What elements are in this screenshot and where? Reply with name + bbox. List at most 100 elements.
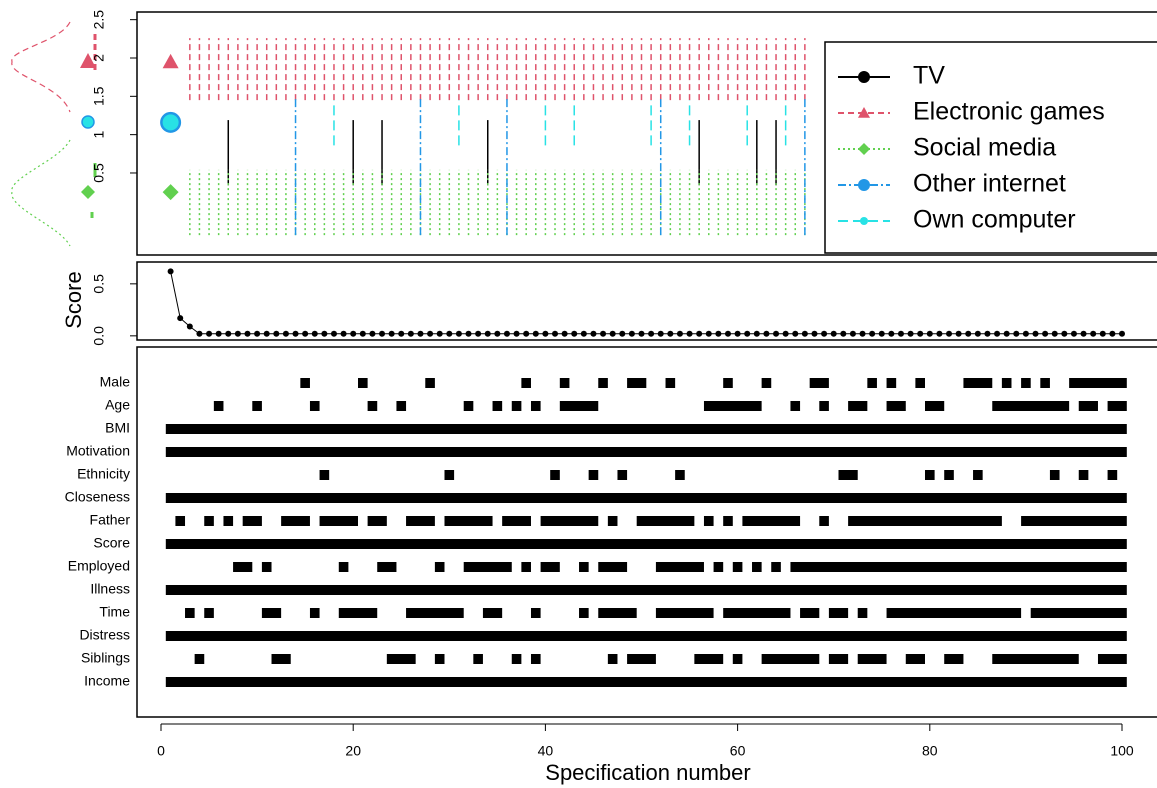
indicator [367,516,387,526]
indicator [848,401,868,411]
density-marker [81,115,95,129]
indicator [665,378,676,388]
y-tick-label: 0.5 [91,163,107,183]
score-point [1042,330,1049,337]
row-label: Income [84,673,130,689]
indicator [886,401,906,411]
score-point [1051,330,1058,337]
indicator [300,378,310,388]
score-point [648,330,655,337]
indicator [530,654,541,664]
indicator [319,516,359,526]
indicator [165,447,1127,457]
indicator [886,378,897,388]
score-point [811,330,818,337]
score-point [388,330,395,337]
indicator [857,654,887,664]
score-point [311,330,318,337]
indicator [1040,378,1050,388]
indicator [588,470,599,480]
indicator [819,401,829,411]
indicator [338,562,349,572]
indicator [559,378,570,388]
score-point [1022,330,1029,337]
indicator [867,378,877,388]
indicator [1049,470,1060,480]
indicator [309,401,320,411]
score-point [590,330,597,337]
x-tick-label: 80 [922,743,938,759]
indicator [627,378,647,388]
legend-marker [858,143,870,155]
score-point [792,330,799,337]
score-point [724,330,731,337]
legend-label: Other internet [913,170,1066,198]
legend-marker [860,217,868,225]
score-point [494,330,501,337]
row-label: Male [100,374,131,390]
indicator [915,378,925,388]
marker [162,114,179,131]
x-tick-label: 60 [730,743,746,759]
legend-label: Social media [913,134,1056,162]
indicator [905,654,925,664]
score-point [744,330,751,337]
row-label: Time [99,604,130,620]
score-point [398,330,405,337]
indicator [992,401,1070,411]
score-point [417,330,424,337]
row-label: Illness [90,581,130,597]
indicator [809,378,829,388]
score-point [513,330,520,337]
indicator [1078,470,1089,480]
x-tick-label: 40 [538,743,554,759]
score-point [965,330,972,337]
indicator [924,470,935,480]
legend-marker [858,179,870,191]
indicator [165,493,1127,503]
indicator [425,378,435,388]
indicator [723,608,791,618]
indicator [1097,654,1127,664]
score-point [369,330,376,337]
score-point [628,330,635,337]
score-point [330,330,337,337]
indicator [752,562,762,572]
indicator [761,654,820,664]
indicator [165,539,1127,549]
score-point [302,330,309,337]
indicator [165,631,1127,641]
indicator [540,516,599,526]
score-point [926,330,933,337]
marker [162,184,179,201]
score-point [196,330,203,337]
score-point [686,330,693,337]
y-tick-label: 0.0 [91,326,107,346]
score-point [936,330,943,337]
indicator [319,470,330,480]
score-point [734,330,741,337]
score-point [177,315,184,322]
indicator [598,562,628,572]
row-label: Score [93,535,130,551]
score-point [801,330,808,337]
indicator [598,608,637,618]
score-point [254,330,261,337]
indicator [655,562,704,572]
score-point [282,330,289,337]
score-point [215,330,222,337]
row-label: Ethnicity [77,466,130,482]
density-curve [11,139,71,247]
score-point [455,330,462,337]
panel-frame [136,11,1157,256]
indicator [406,608,464,618]
score-point [427,330,434,337]
indicator [367,401,378,411]
legend-marker [858,107,870,118]
score-point [1070,330,1077,337]
indicator [444,470,455,480]
row-label: Siblings [81,650,130,666]
indicator [703,516,714,526]
score-point [273,330,280,337]
